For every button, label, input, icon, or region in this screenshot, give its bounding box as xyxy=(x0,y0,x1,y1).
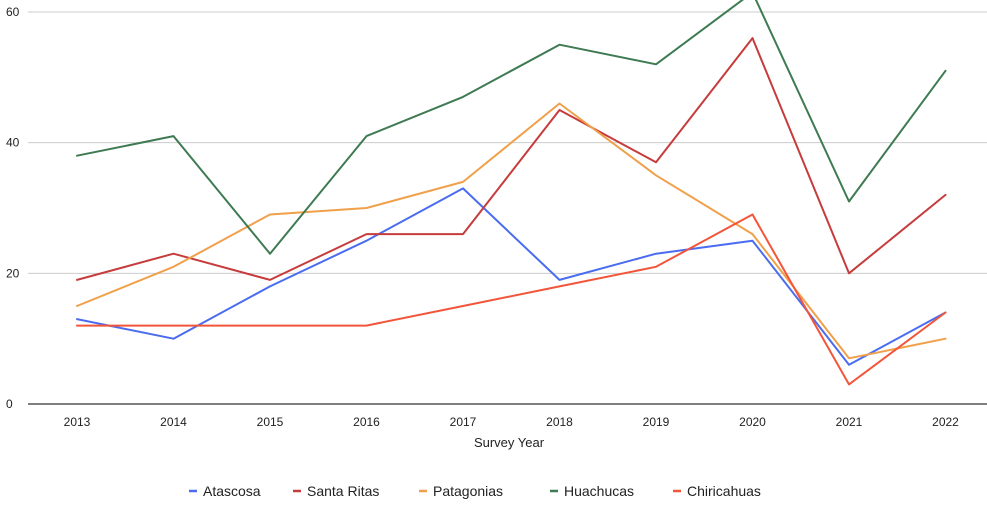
legend-label: Atascosa xyxy=(203,483,261,499)
legend-label: Santa Ritas xyxy=(307,483,379,499)
y-tick-label: 40 xyxy=(6,136,20,150)
y-axis-ticks: 0 20 40 60 xyxy=(6,5,20,411)
x-tick-label: 2013 xyxy=(64,415,91,429)
x-tick-label: 2016 xyxy=(353,415,380,429)
legend-item-patagonias: Patagonias xyxy=(419,483,503,499)
legend-label: Patagonias xyxy=(433,483,503,499)
x-tick-label: 2020 xyxy=(739,415,766,429)
series-lines xyxy=(76,0,947,386)
x-axis-ticks: 2013 2014 2015 2016 2017 2018 2019 2020 2021 2022 xyxy=(64,415,960,429)
legend-item-santa-ritas: Santa Ritas xyxy=(293,483,379,499)
gridlines xyxy=(28,11,987,405)
series-line-chiricahuas xyxy=(76,213,947,386)
legend: Atascosa Santa Ritas Patagonias Huachucas Ch… xyxy=(189,483,761,499)
series-line-huachucas xyxy=(76,0,947,255)
legend-item-chiricahuas: Chiricahuas xyxy=(673,483,761,499)
x-tick-label: 2022 xyxy=(932,415,959,429)
x-tick-label: 2017 xyxy=(450,415,477,429)
series-line-santa-ritas xyxy=(76,37,947,281)
series-line-atascosa xyxy=(76,187,947,366)
y-tick-label: 20 xyxy=(6,266,20,280)
y-tick-label: 0 xyxy=(6,397,13,411)
x-axis-title: Survey Year xyxy=(474,435,545,450)
y-tick-label: 60 xyxy=(6,5,20,19)
x-tick-label: 2015 xyxy=(257,415,284,429)
legend-label: Huachucas xyxy=(564,483,634,499)
x-tick-label: 2019 xyxy=(643,415,670,429)
x-tick-label: 2014 xyxy=(160,415,187,429)
series-line-patagonias xyxy=(76,102,947,360)
legend-label: Chiricahuas xyxy=(687,483,761,499)
x-tick-label: 2021 xyxy=(836,415,863,429)
x-tick-label: 2018 xyxy=(546,415,573,429)
legend-item-huachucas: Huachucas xyxy=(550,483,634,499)
legend-item-atascosa: Atascosa xyxy=(189,483,261,499)
